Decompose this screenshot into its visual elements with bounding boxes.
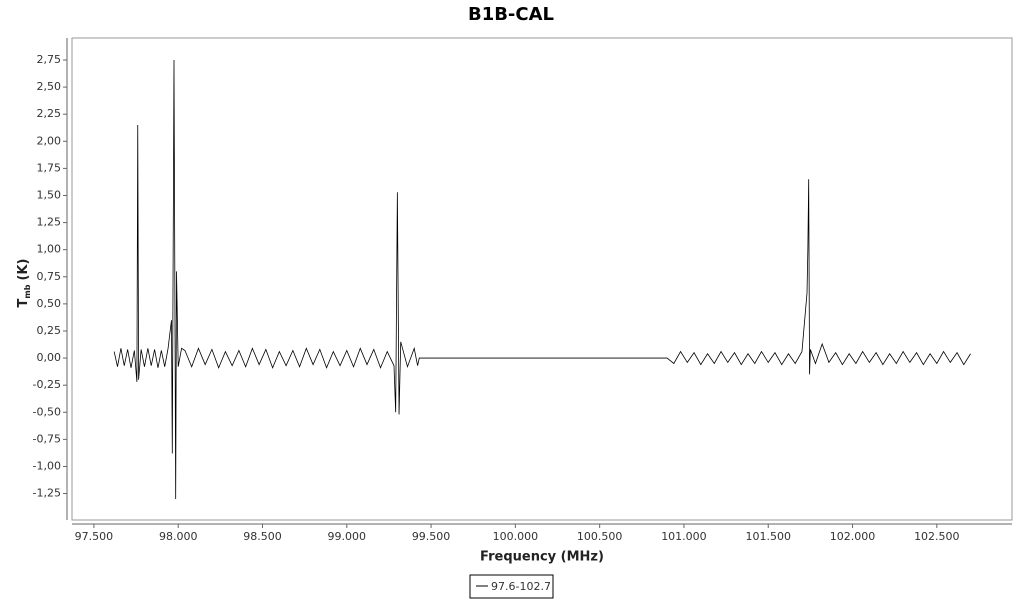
chart-title: B1B-CAL: [468, 4, 554, 25]
y-axis-label: Tmb(K): [16, 259, 32, 308]
y-tick-label: -1,25: [33, 487, 61, 500]
spectrum-line: [113, 59, 971, 499]
legend: [469, 574, 554, 599]
x-tick-label: 101.000: [661, 530, 707, 543]
y-tick-label: -0,75: [33, 432, 61, 445]
x-tick-label: 98.500: [243, 530, 282, 543]
y-tick-label: 2,75: [37, 53, 62, 66]
x-tick-label: 102.000: [830, 530, 876, 543]
legend-label: 97.6-102.7: [491, 580, 551, 593]
x-tick-label: 99.000: [328, 530, 367, 543]
x-tick-label: 99.500: [412, 530, 451, 543]
y-axis-label-text: Tmb(K): [16, 259, 32, 308]
x-axis-label: Frequency (MHz): [480, 550, 604, 565]
plot-frame: [71, 37, 1013, 521]
y-tick-label: 0,50: [37, 297, 62, 310]
y-tick-label: 2,25: [37, 107, 62, 120]
y-tick-label: 0,25: [37, 324, 62, 337]
y-tick-label: 1,25: [37, 216, 62, 229]
y-tick-label: -0,50: [33, 405, 61, 418]
y-tick-label: 2,50: [37, 80, 62, 93]
x-tick-label: 102.500: [914, 530, 960, 543]
x-tick-label: 98.000: [159, 530, 198, 543]
x-tick-label: 100.500: [577, 530, 623, 543]
y-tick-label: 2,00: [37, 134, 62, 147]
y-tick-label: 1,50: [37, 188, 62, 201]
x-tick-label: 97.500: [75, 530, 114, 543]
y-tick-label: -0,25: [33, 378, 61, 391]
y-tick-label: -1,00: [33, 459, 61, 472]
y-tick-label: 1,00: [37, 243, 62, 256]
x-tick-label: 100.000: [493, 530, 539, 543]
y-tick-label: 1,75: [37, 161, 62, 174]
x-tick-label: 101.500: [745, 530, 791, 543]
y-tick-label: 0,75: [37, 270, 62, 283]
y-tick-label: 0,00: [37, 351, 62, 364]
